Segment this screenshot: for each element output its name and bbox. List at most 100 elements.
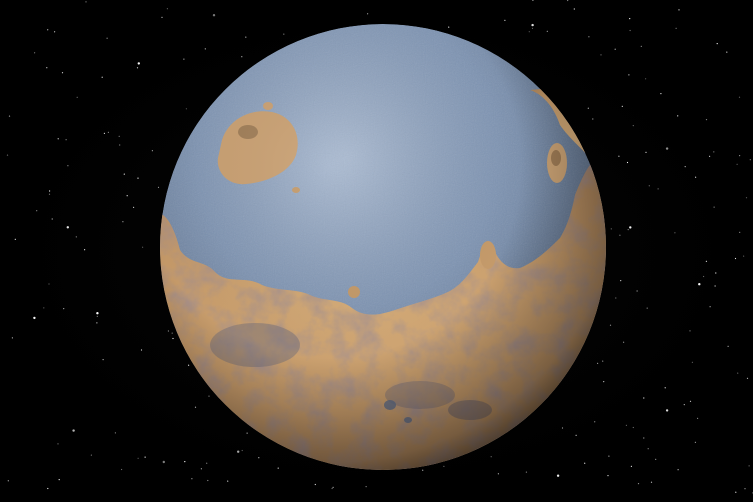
star xyxy=(637,483,640,485)
star xyxy=(103,132,105,134)
star xyxy=(736,163,738,165)
star xyxy=(674,232,676,234)
star xyxy=(657,188,659,190)
star xyxy=(735,491,737,493)
star xyxy=(627,229,629,231)
star xyxy=(157,186,160,188)
star xyxy=(367,13,369,15)
star xyxy=(47,29,49,31)
star xyxy=(162,460,165,464)
star xyxy=(614,48,616,50)
star xyxy=(744,488,746,490)
star xyxy=(102,359,104,361)
star xyxy=(609,324,612,326)
star xyxy=(36,210,38,212)
star xyxy=(58,479,60,481)
star xyxy=(531,23,534,27)
star xyxy=(443,465,445,467)
star xyxy=(241,56,243,58)
star xyxy=(237,450,240,453)
star xyxy=(746,377,749,379)
star xyxy=(43,307,45,309)
star xyxy=(705,119,708,121)
star xyxy=(734,257,737,260)
star xyxy=(212,14,216,17)
star xyxy=(57,138,59,140)
star xyxy=(629,18,631,20)
star xyxy=(63,308,65,310)
star xyxy=(227,480,229,482)
star xyxy=(709,155,711,157)
star xyxy=(713,206,715,208)
star xyxy=(47,487,49,490)
star xyxy=(161,16,163,18)
star xyxy=(75,236,77,238)
star xyxy=(200,468,202,470)
star xyxy=(636,290,638,292)
star xyxy=(600,54,602,56)
star xyxy=(107,131,109,133)
star xyxy=(610,228,612,230)
star xyxy=(629,226,632,229)
star xyxy=(643,397,645,399)
star xyxy=(122,221,124,223)
star xyxy=(675,27,677,29)
star xyxy=(645,151,647,153)
star xyxy=(713,151,715,153)
star xyxy=(137,177,139,179)
star xyxy=(608,455,610,457)
star xyxy=(607,475,609,477)
star xyxy=(727,345,729,347)
star xyxy=(683,404,685,406)
star xyxy=(140,349,143,351)
star xyxy=(51,218,53,220)
star xyxy=(245,36,247,38)
star xyxy=(151,150,153,152)
star xyxy=(84,249,86,251)
star xyxy=(567,0,569,2)
star xyxy=(695,176,697,178)
star xyxy=(490,456,492,458)
star xyxy=(597,362,599,364)
star xyxy=(206,462,208,464)
star xyxy=(531,27,534,29)
star xyxy=(11,337,13,339)
star xyxy=(615,297,617,299)
star xyxy=(660,93,662,95)
star xyxy=(743,255,745,257)
star xyxy=(314,483,316,486)
star xyxy=(96,322,98,324)
star xyxy=(142,246,144,248)
star xyxy=(504,19,506,21)
star xyxy=(106,37,108,39)
star xyxy=(184,461,186,463)
star xyxy=(114,432,116,434)
star xyxy=(497,473,499,475)
star xyxy=(49,190,51,192)
star xyxy=(72,429,75,432)
star xyxy=(664,387,666,389)
star xyxy=(665,409,669,412)
star xyxy=(694,441,697,443)
star xyxy=(90,454,92,456)
star xyxy=(678,9,680,11)
star xyxy=(623,341,625,343)
star xyxy=(76,96,78,98)
star xyxy=(584,462,586,464)
star xyxy=(241,449,243,452)
star xyxy=(54,31,56,33)
star xyxy=(632,125,634,127)
star xyxy=(629,29,631,32)
star xyxy=(647,448,649,450)
star xyxy=(575,434,577,436)
star xyxy=(119,144,121,146)
star xyxy=(34,52,36,54)
planet-shading xyxy=(160,24,606,470)
star xyxy=(185,108,187,110)
star xyxy=(61,72,64,74)
star xyxy=(594,421,596,423)
star xyxy=(715,272,717,274)
star xyxy=(194,406,197,408)
star xyxy=(67,165,69,167)
